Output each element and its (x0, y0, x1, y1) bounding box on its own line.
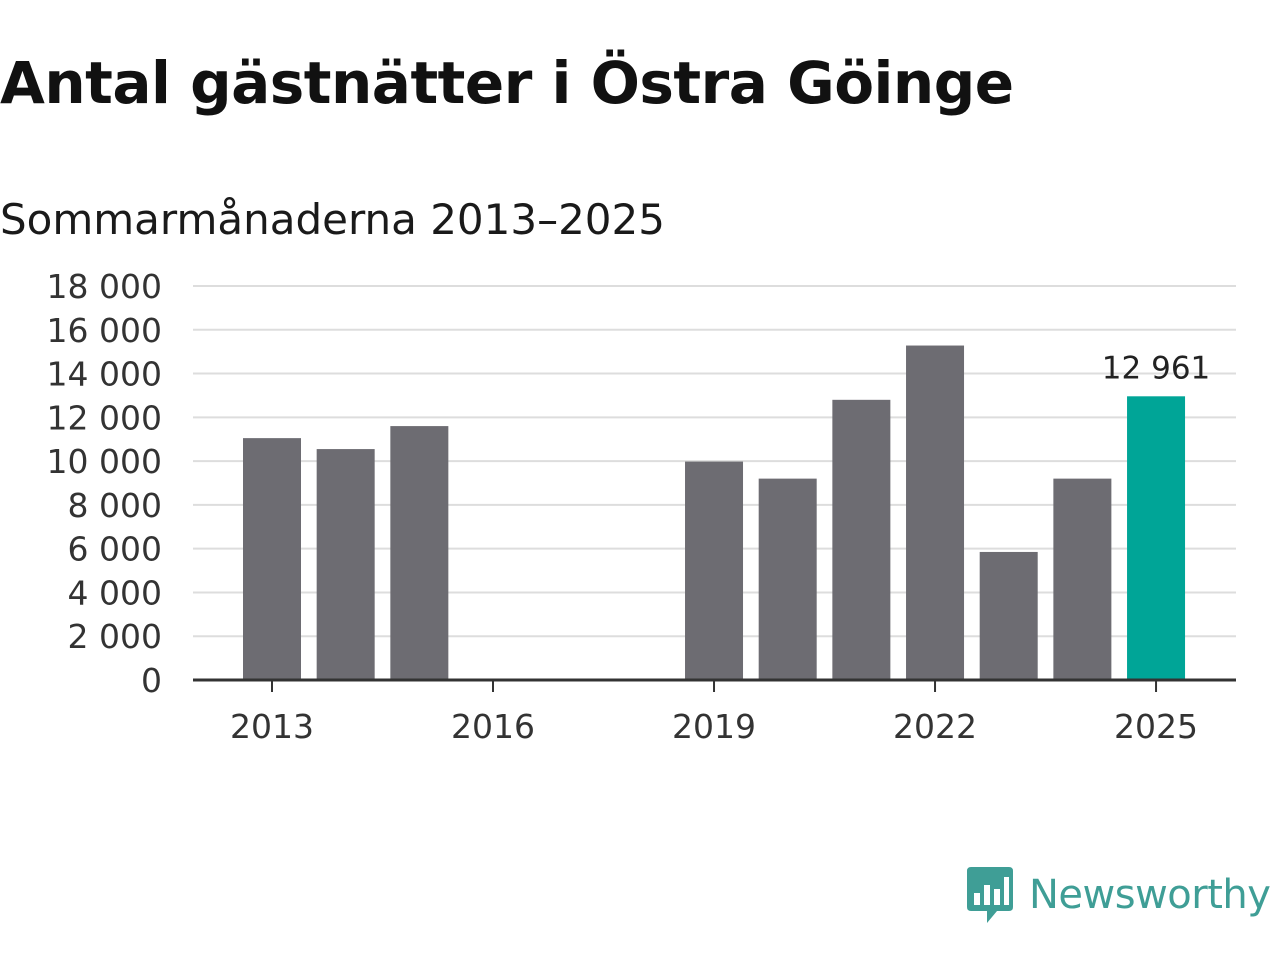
newsworthy-logo: Newsworthy (965, 862, 1275, 928)
chart-title: Antal gästnätter i Östra Göinge (0, 49, 1014, 117)
chart-subtitle: Sommarmånaderna 2013–2025 (0, 195, 665, 244)
x-tick-label: 2019 (672, 707, 756, 746)
y-tick-label: 18 000 (47, 267, 162, 306)
data-label: 12 961 (1102, 350, 1210, 386)
logo-text: Newsworthy (1029, 872, 1271, 918)
x-tick-label: 2025 (1114, 707, 1198, 746)
x-tick-label: 2016 (451, 707, 535, 746)
bar (685, 461, 744, 680)
y-tick-label: 2 000 (68, 617, 162, 656)
bar (243, 438, 301, 680)
bar (316, 449, 375, 680)
y-tick-label: 4 000 (68, 573, 162, 612)
bar (390, 426, 449, 680)
y-tick-label: 16 000 (47, 311, 162, 350)
bar (758, 478, 817, 680)
newsworthy-logo-icon (967, 867, 1013, 923)
bar (906, 345, 965, 680)
y-tick-label: 8 000 (68, 486, 162, 525)
y-tick-label: 0 (141, 661, 162, 700)
bar-chart: 0 2 000 4 000 6 000 8 000 10 000 12 000 14 000 1… (47, 267, 1236, 746)
x-tick-label: 2013 (230, 707, 314, 746)
y-tick-label: 10 000 (47, 442, 162, 481)
bar (832, 399, 891, 680)
y-tick-label: 14 000 (47, 355, 162, 394)
x-tick-label: 2022 (893, 707, 977, 746)
bar-highlight (1127, 396, 1186, 680)
bar (979, 551, 1038, 680)
bar (1053, 478, 1112, 680)
y-tick-label: 12 000 (47, 398, 162, 437)
y-tick-label: 6 000 (68, 530, 162, 569)
